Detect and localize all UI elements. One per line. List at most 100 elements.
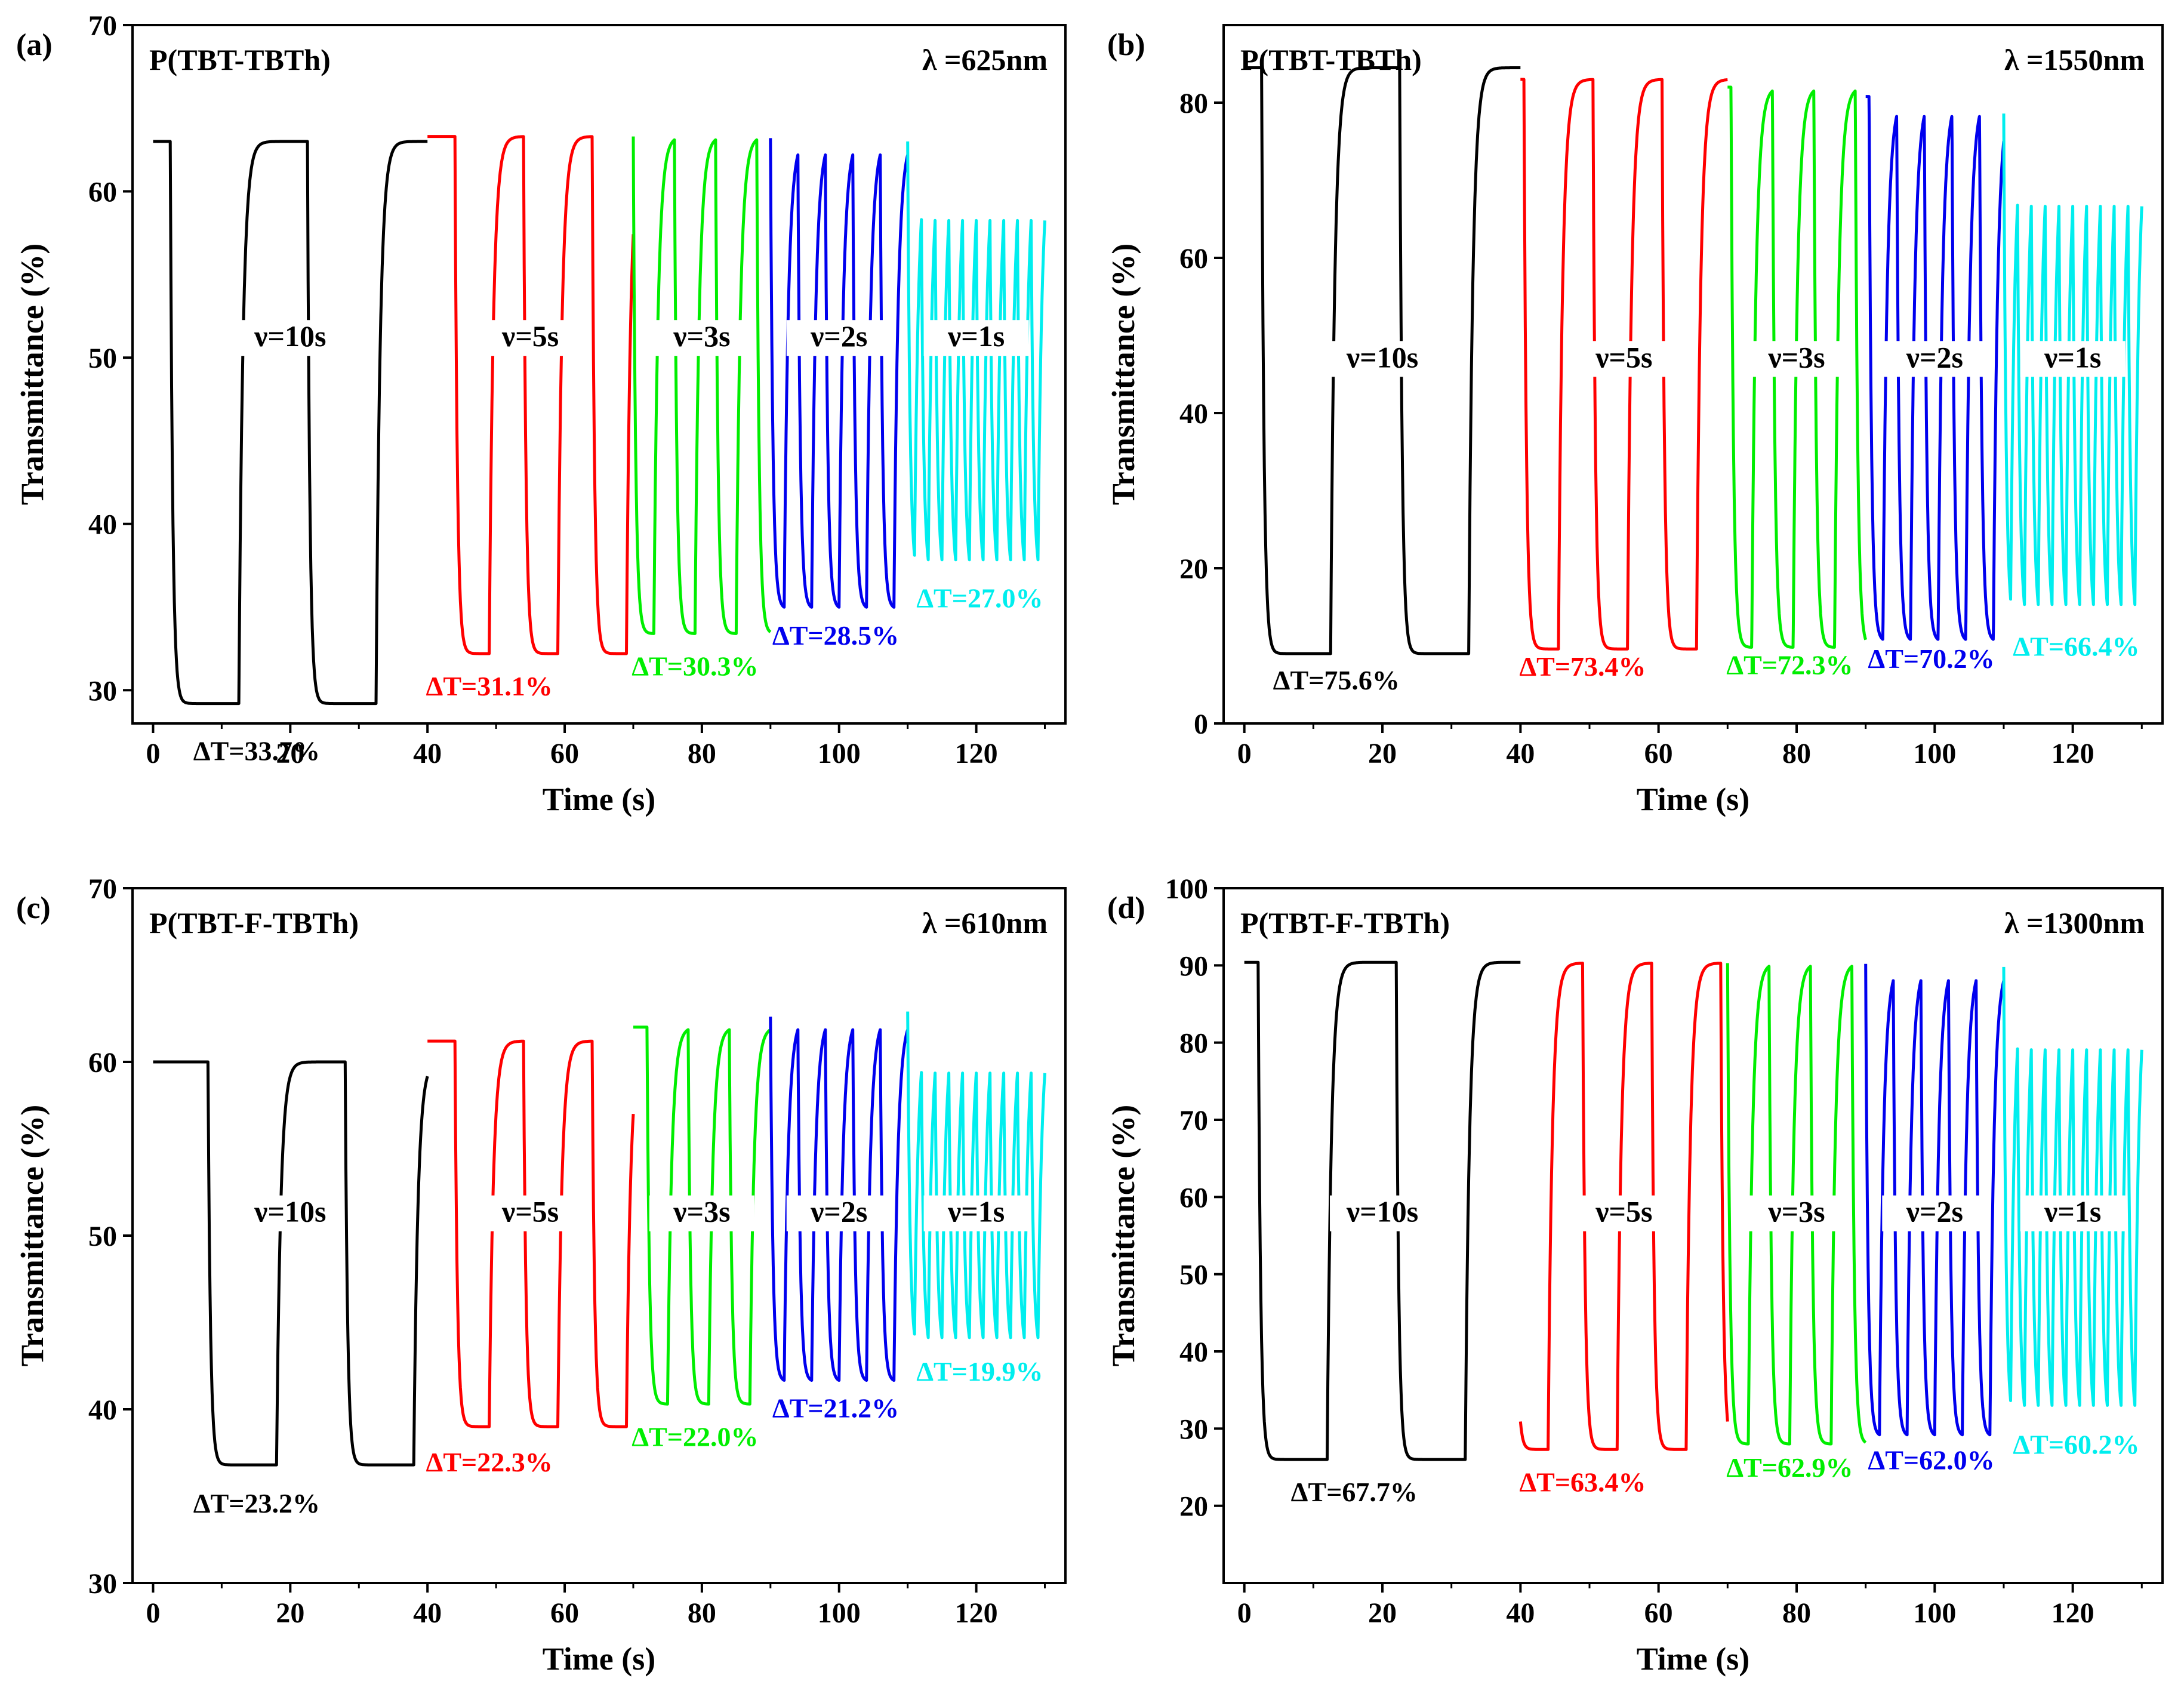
rate-label-10s: ν=10s bbox=[254, 319, 326, 353]
rate-label-backing bbox=[1330, 341, 1436, 377]
rate-label-3s: ν=3s bbox=[673, 319, 730, 353]
x-tick-label: 60 bbox=[550, 738, 579, 769]
panel-title: P(TBT-F-TBTh) bbox=[149, 906, 359, 940]
delta-t-label-1s: ΔT=27.0% bbox=[916, 583, 1043, 613]
panel-tag: (a) bbox=[16, 28, 53, 62]
series-line-1s bbox=[2002, 113, 2143, 606]
x-tick-label: 80 bbox=[688, 1597, 716, 1629]
rate-label-backing bbox=[1882, 341, 1988, 377]
wavelength-label: λ =625nm bbox=[922, 43, 1048, 76]
chart-panel-d: 0 20 40 60 80 100 120 20 30 40 50 60 70 80 90 100 Time (… bbox=[1105, 873, 2164, 1677]
delta-t-label-2s: ΔT=70.2% bbox=[1868, 643, 1994, 674]
rate-label-2s: ν=2s bbox=[1906, 1195, 1963, 1228]
series-line-5s bbox=[426, 1039, 635, 1428]
x-tick-label: 120 bbox=[955, 1597, 998, 1629]
x-tick-label: 0 bbox=[146, 1597, 160, 1629]
y-tick-label: 70 bbox=[88, 873, 117, 905]
delta-t-label-1s: ΔT=19.9% bbox=[916, 1356, 1043, 1387]
series-line-2s bbox=[1864, 963, 2006, 1437]
series-line-5s bbox=[1518, 962, 1729, 1451]
series-line-10s bbox=[152, 140, 429, 706]
rate-label-5s: ν=5s bbox=[501, 1195, 559, 1228]
x-tick-label: 20 bbox=[276, 738, 304, 769]
delta-t-label-2s: ΔT=21.2% bbox=[772, 1393, 899, 1423]
y-tick-label: 50 bbox=[88, 343, 117, 374]
rate-label-2s: ν=2s bbox=[810, 319, 867, 353]
x-tick-label: 40 bbox=[413, 738, 442, 769]
x-tick-label: 100 bbox=[1913, 738, 1956, 769]
wavelength-label: λ =1300nm bbox=[2004, 906, 2145, 940]
series-line-1s bbox=[906, 1011, 1046, 1339]
rate-label-backing bbox=[786, 1195, 892, 1231]
panel-title: P(TBT-TBTh) bbox=[149, 43, 331, 76]
x-axis-title: Time (s) bbox=[543, 781, 655, 817]
series-line-10s bbox=[152, 1060, 429, 1467]
rate-label-backing bbox=[1571, 341, 1677, 377]
plot-frame bbox=[1222, 24, 2164, 725]
x-tick-label: 40 bbox=[1506, 1597, 1535, 1629]
plot-frame bbox=[131, 887, 1067, 1584]
y-tick-label: 100 bbox=[1165, 873, 1208, 905]
rate-label-1s: ν=1s bbox=[947, 1195, 1005, 1228]
chart-panel-a: 0 20 40 60 80 100 120 30 40 50 60 70 Time (s) Transmi… bbox=[14, 10, 1067, 817]
y-tick-label: 60 bbox=[1179, 243, 1208, 275]
rate-label-10s: ν=10s bbox=[1346, 1195, 1418, 1228]
rate-label-1s: ν=1s bbox=[947, 319, 1005, 353]
rate-label-backing bbox=[1743, 1195, 1849, 1231]
rate-label-5s: ν=5s bbox=[1595, 1195, 1652, 1228]
panel-tag: (b) bbox=[1107, 28, 1145, 62]
rate-label-3s: ν=3s bbox=[1767, 340, 1825, 374]
x-tick-label: 40 bbox=[1506, 738, 1535, 769]
y-tick-label: 40 bbox=[88, 509, 117, 541]
series-line-2s bbox=[769, 138, 910, 609]
delta-t-label-2s: ΔT=28.5% bbox=[772, 620, 899, 651]
y-tick-label: 30 bbox=[88, 675, 117, 707]
x-tick-label: 80 bbox=[1782, 1597, 1811, 1629]
y-tick-label: 80 bbox=[1179, 1028, 1208, 1060]
panel-title: P(TBT-TBTh) bbox=[1240, 43, 1422, 76]
chart-panel-c: 0 20 40 60 80 100 120 30 40 50 60 70 Time (s) Transmi… bbox=[14, 873, 1067, 1677]
rate-label-5s: ν=5s bbox=[501, 319, 559, 353]
y-axis-title: Transmittance (%) bbox=[1105, 1105, 1141, 1366]
x-tick-label: 60 bbox=[1644, 738, 1673, 769]
delta-t-label-10s: ΔT=67.7% bbox=[1291, 1477, 1418, 1507]
x-axis-title: Time (s) bbox=[1637, 1641, 1749, 1677]
x-axis-title: Time (s) bbox=[543, 1641, 655, 1677]
delta-t-label-5s: ΔT=31.1% bbox=[426, 671, 553, 701]
series-line-1s bbox=[906, 141, 1046, 562]
series-line-5s bbox=[1520, 78, 1729, 651]
series-line-2s bbox=[769, 1017, 910, 1382]
rate-label-backing bbox=[649, 320, 754, 356]
y-tick-label: 30 bbox=[88, 1568, 117, 1600]
y-tick-label: 90 bbox=[1179, 950, 1208, 982]
rate-label-backing bbox=[923, 1195, 1029, 1231]
x-tick-label: 20 bbox=[1368, 1597, 1397, 1629]
panel-title: P(TBT-F-TBTh) bbox=[1240, 906, 1450, 940]
delta-t-label-2s: ΔT=62.0% bbox=[1868, 1445, 1994, 1475]
x-tick-label: 120 bbox=[2051, 738, 2094, 769]
delta-t-label-5s: ΔT=73.4% bbox=[1519, 651, 1646, 682]
x-tick-label: 0 bbox=[1237, 738, 1252, 769]
y-tick-label: 40 bbox=[88, 1394, 117, 1426]
x-tick-label: 60 bbox=[1644, 1597, 1673, 1629]
rate-label-backing bbox=[1571, 1195, 1677, 1231]
rate-label-backing bbox=[649, 1195, 754, 1231]
series-line-10s bbox=[1243, 960, 1521, 1461]
y-tick-label: 40 bbox=[1179, 1336, 1208, 1368]
delta-t-label-1s: ΔT=66.4% bbox=[2013, 631, 2139, 661]
rate-label-backing bbox=[1330, 1195, 1436, 1231]
x-tick-label: 100 bbox=[1913, 1597, 1956, 1629]
y-tick-label: 70 bbox=[88, 10, 117, 42]
series-line-10s bbox=[1243, 66, 1521, 655]
rate-label-backing bbox=[2020, 1195, 2126, 1231]
y-tick-label: 70 bbox=[1179, 1105, 1208, 1137]
rate-label-backing bbox=[2020, 341, 2126, 377]
y-tick-label: 0 bbox=[1194, 709, 1208, 740]
x-tick-label: 120 bbox=[955, 738, 998, 769]
delta-t-label-3s: ΔT=22.0% bbox=[632, 1421, 758, 1452]
rate-label-5s: ν=5s bbox=[1595, 340, 1652, 374]
rate-label-1s: ν=1s bbox=[2044, 1195, 2101, 1228]
series-line-5s bbox=[426, 135, 635, 655]
x-tick-label: 40 bbox=[413, 1597, 442, 1629]
panel-tag: (c) bbox=[16, 891, 51, 925]
